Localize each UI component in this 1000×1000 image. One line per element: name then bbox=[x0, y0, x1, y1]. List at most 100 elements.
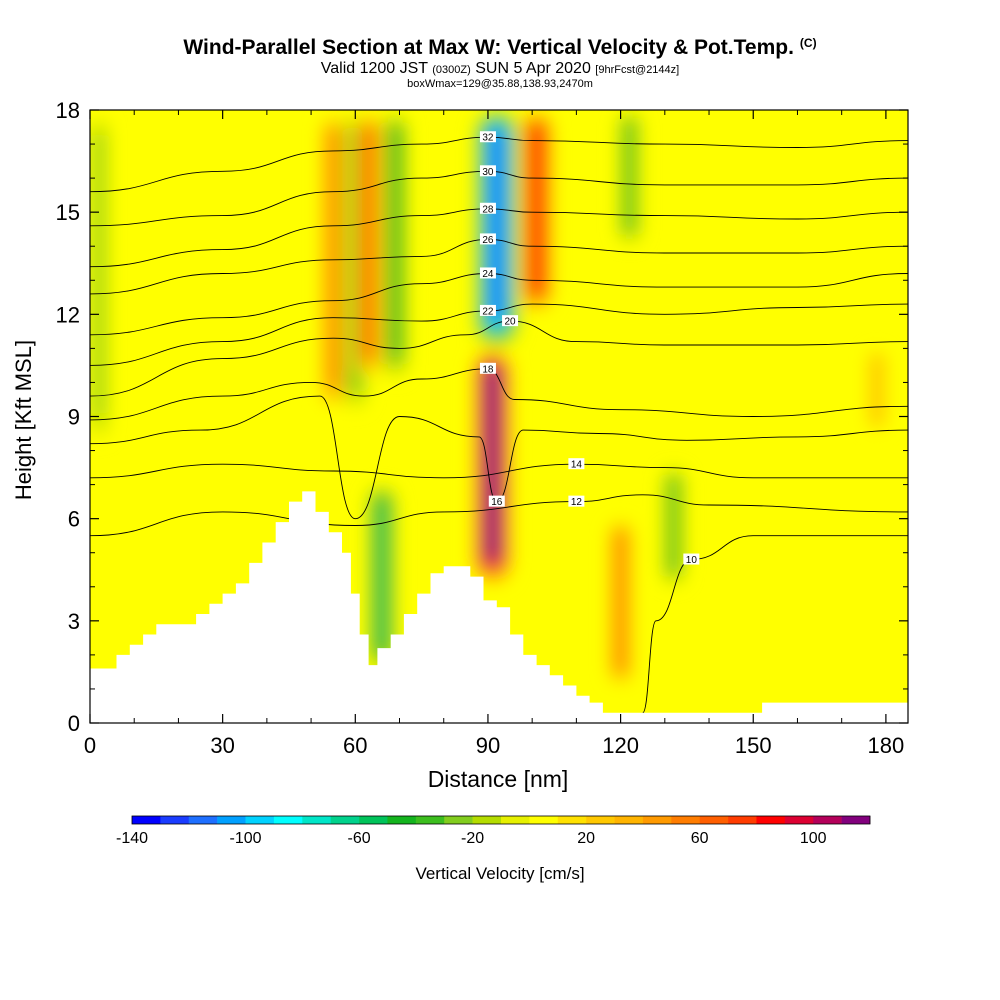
x-tick-label: 30 bbox=[210, 733, 234, 758]
contour-label-20: 20 bbox=[504, 317, 516, 328]
contour-label-14: 14 bbox=[571, 460, 583, 471]
velocity-cell bbox=[625, 119, 634, 232]
contour-label-bg bbox=[568, 458, 585, 470]
y-tick-label: 9 bbox=[68, 405, 80, 430]
colorbar-swatch bbox=[671, 816, 700, 824]
y-tick-label: 12 bbox=[56, 302, 80, 327]
x-tick-label: 0 bbox=[84, 733, 96, 758]
chart-title: Wind-Parallel Section at Max W: Vertical… bbox=[183, 36, 817, 59]
colorbar-swatch bbox=[217, 816, 246, 824]
y-tick-label: 15 bbox=[56, 200, 80, 225]
velocity-cell bbox=[95, 134, 103, 414]
colorbar-swatch bbox=[188, 816, 218, 824]
contour-label-22: 22 bbox=[482, 306, 494, 317]
velocity-cell bbox=[489, 127, 504, 323]
contour-label-bg bbox=[479, 131, 496, 143]
velocity-cell bbox=[616, 530, 626, 671]
contour-label-30: 30 bbox=[482, 167, 494, 178]
colorbar-swatch bbox=[557, 816, 587, 824]
colorbar-swatch bbox=[245, 816, 275, 824]
colorbar-swatch bbox=[614, 816, 644, 824]
contour-label-bg bbox=[479, 202, 496, 214]
colorbar-swatch bbox=[132, 816, 161, 824]
colorbar-swatch bbox=[359, 816, 388, 824]
colorbar-swatch bbox=[586, 816, 615, 824]
colorbar: -140 -100 -60 -20 20 60 100 bbox=[116, 815, 871, 847]
y-tick-label: 18 bbox=[56, 98, 80, 123]
contour-label-12: 12 bbox=[571, 497, 583, 508]
contour-label-bg bbox=[479, 267, 496, 279]
x-tick-label: 150 bbox=[735, 733, 772, 758]
velocity-cell bbox=[530, 124, 543, 293]
velocity-cell bbox=[376, 498, 387, 652]
contour-label-bg bbox=[479, 233, 496, 245]
colorbar-swatch bbox=[529, 816, 559, 824]
colorbar-tick-label: 60 bbox=[691, 830, 709, 847]
colorbar-tick-label: 100 bbox=[800, 830, 827, 847]
contour-label-bg bbox=[479, 362, 496, 374]
colorbar-swatch bbox=[813, 816, 842, 824]
contour-label-bg bbox=[568, 495, 585, 507]
colorbar-swatch bbox=[160, 816, 190, 824]
x-tick-label: 90 bbox=[476, 733, 500, 758]
colorbar-label: Vertical Velocity [cm/s] bbox=[415, 864, 585, 883]
colorbar-swatch bbox=[302, 816, 331, 824]
contour-label-32: 32 bbox=[482, 133, 494, 144]
colorbar-swatch bbox=[415, 816, 445, 824]
x-axis-label: Distance [nm] bbox=[427, 766, 569, 792]
colorbar-swatch bbox=[387, 816, 417, 824]
colorbar-swatch bbox=[784, 816, 814, 824]
contour-label-bg bbox=[488, 495, 505, 507]
contour-label-26: 26 bbox=[482, 235, 494, 246]
colorbar-tick-label: -60 bbox=[348, 830, 371, 847]
velocity-cell bbox=[390, 129, 400, 354]
theta-contour-12 bbox=[90, 494, 908, 537]
y-tick-label: 6 bbox=[68, 507, 80, 532]
theta-contours: 10 12 14 16 18 20 22 24 26 28 30 32 bbox=[90, 131, 908, 714]
velocity-cell bbox=[873, 354, 881, 425]
plot-area: 10 12 14 16 18 20 22 24 26 28 30 32 bbox=[90, 110, 908, 723]
y-tick-label: 0 bbox=[68, 711, 80, 736]
theta-contour-14 bbox=[90, 463, 908, 479]
chart-subtitle: Valid 1200 JST (0300Z) SUN 5 Apr 2020 [9… bbox=[320, 60, 680, 77]
colorbar-swatch bbox=[642, 816, 672, 824]
terrain bbox=[90, 491, 908, 723]
contour-label-bg bbox=[479, 165, 496, 177]
y-axis-label: Height [Kft MSL] bbox=[11, 339, 36, 501]
colorbar-swatch bbox=[273, 816, 303, 824]
velocity-cell bbox=[669, 476, 678, 574]
y-tick-label: 3 bbox=[68, 609, 80, 634]
x-tick-label: 60 bbox=[343, 733, 367, 758]
chart-subtitle-box: boxWmax=129@35.88,138.93,2470m bbox=[407, 78, 593, 90]
colorbar-frame bbox=[131, 815, 871, 825]
theta-contour-16 bbox=[90, 395, 908, 520]
contour-label-18: 18 bbox=[482, 364, 494, 375]
colorbar-swatch bbox=[330, 816, 360, 824]
contour-label-bg bbox=[502, 315, 519, 327]
theta-contour-20 bbox=[90, 320, 908, 397]
colorbar-swatch bbox=[501, 816, 530, 824]
velocity-cell bbox=[363, 129, 374, 354]
x-tick-label: 180 bbox=[868, 733, 905, 758]
colorbar-swatch bbox=[728, 816, 757, 824]
colorbar-tick-label: -20 bbox=[461, 830, 484, 847]
colorbar-tick-label: -140 bbox=[116, 830, 148, 847]
theta-contour-18 bbox=[90, 368, 908, 421]
x-tick-label: 120 bbox=[602, 733, 639, 758]
velocity-cell bbox=[485, 365, 500, 562]
colorbar-swatch bbox=[841, 816, 871, 824]
contour-label-10: 10 bbox=[686, 555, 698, 566]
contour-label-16: 16 bbox=[491, 497, 503, 508]
colorbar-swatch bbox=[699, 816, 729, 824]
colorbar-tick-label: -100 bbox=[230, 830, 262, 847]
contour-label-24: 24 bbox=[482, 269, 494, 280]
colorbar-swatch bbox=[756, 816, 786, 824]
contour-label-28: 28 bbox=[482, 204, 494, 215]
contour-label-bg bbox=[683, 553, 700, 565]
colorbar-swatch bbox=[472, 816, 502, 824]
contour-label-bg bbox=[479, 304, 496, 316]
colorbar-tick-label: 20 bbox=[577, 830, 595, 847]
colorbar-swatch bbox=[444, 816, 473, 824]
velocity-cell bbox=[328, 132, 338, 384]
